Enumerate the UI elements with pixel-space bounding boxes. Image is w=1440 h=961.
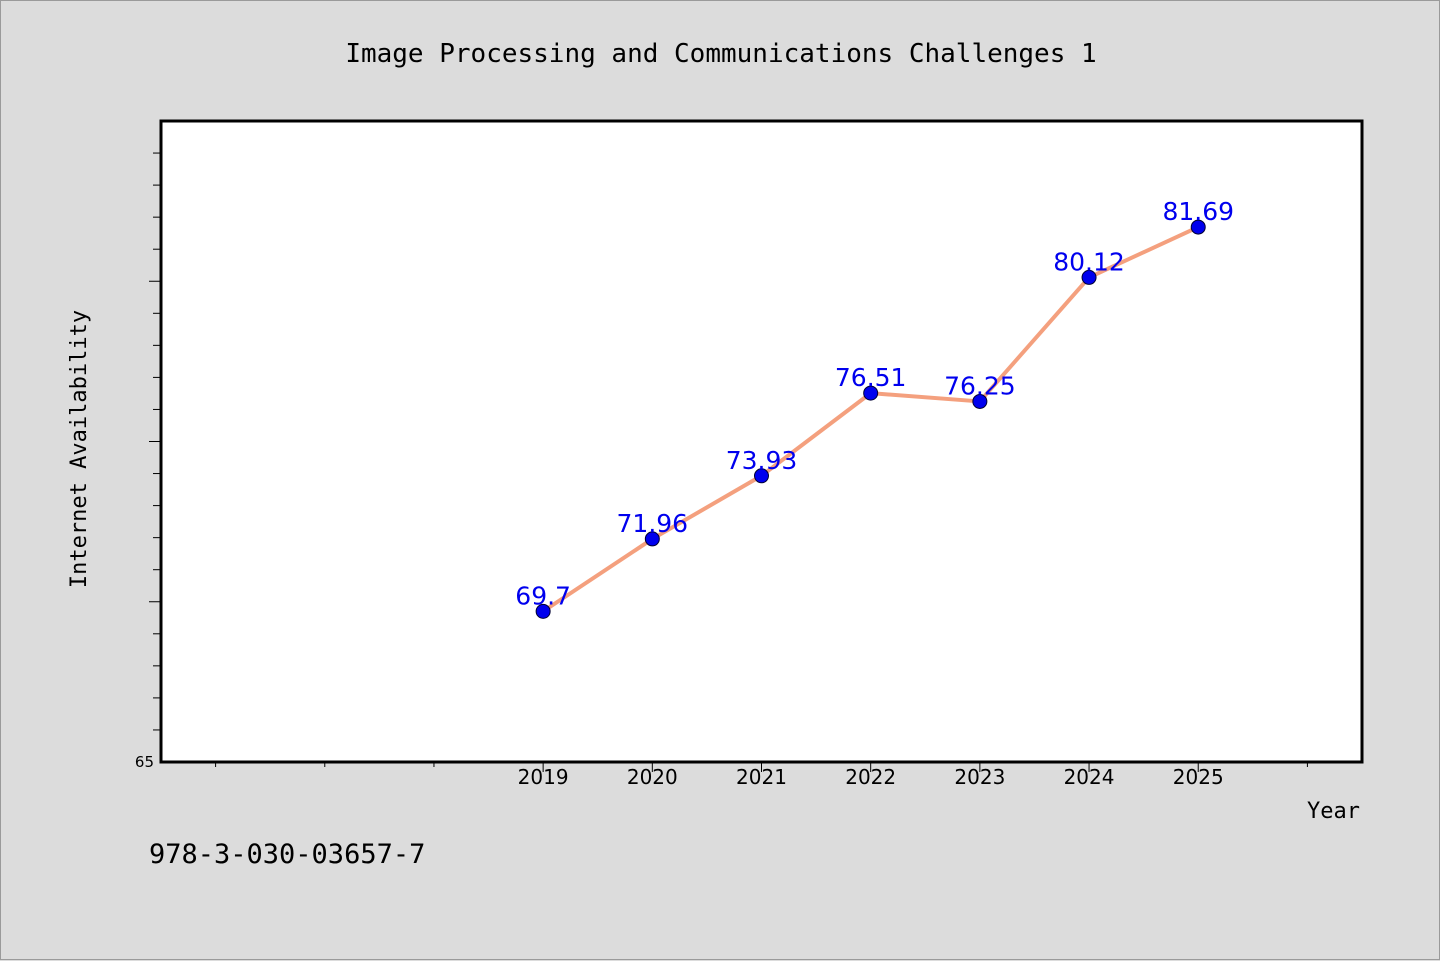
x-tick-label: 2020: [627, 765, 678, 789]
data-point: [1190, 219, 1206, 235]
data-point: [644, 531, 660, 547]
x-tick-label: 2024: [1064, 765, 1115, 789]
data-point: [754, 468, 769, 484]
data-label: 69.7: [515, 581, 571, 610]
data-point: [863, 385, 879, 401]
x-axis-ticks: 2019 2020 2021 2022 2023 2024 2025: [215, 762, 1308, 789]
data-point: [535, 603, 551, 619]
data-point: [972, 393, 988, 409]
footer-identifier: 978-3-030-03657-7: [149, 839, 425, 870]
x-tick-label: 2025: [1173, 765, 1224, 789]
series-layer: 69.7 71.96 73.93 76.51 76.25 80.12 81.69: [515, 197, 1234, 619]
data-label: 73.93: [726, 446, 798, 475]
x-axis-label: Year: [1307, 799, 1360, 824]
data-label: 71.96: [617, 509, 689, 538]
y-axis-ticks: [149, 152, 161, 731]
x-tick-label: 2022: [845, 765, 896, 789]
plot-area: [159, 119, 1364, 764]
data-point: [1081, 269, 1097, 285]
x-tick-label: 2021: [736, 765, 787, 789]
data-label: 80.12: [1053, 247, 1125, 276]
y-tick-label-min: 65: [135, 753, 154, 771]
y-axis-label: Internet Availability: [67, 310, 92, 588]
x-tick-label: 2023: [954, 765, 1005, 789]
data-label: 76.51: [835, 363, 907, 392]
data-label: 76.25: [944, 371, 1016, 400]
data-label: 81.69: [1162, 197, 1234, 226]
x-tick-label: 2019: [518, 765, 569, 789]
chart-title: Image Processing and Communications Chal…: [345, 39, 1096, 69]
